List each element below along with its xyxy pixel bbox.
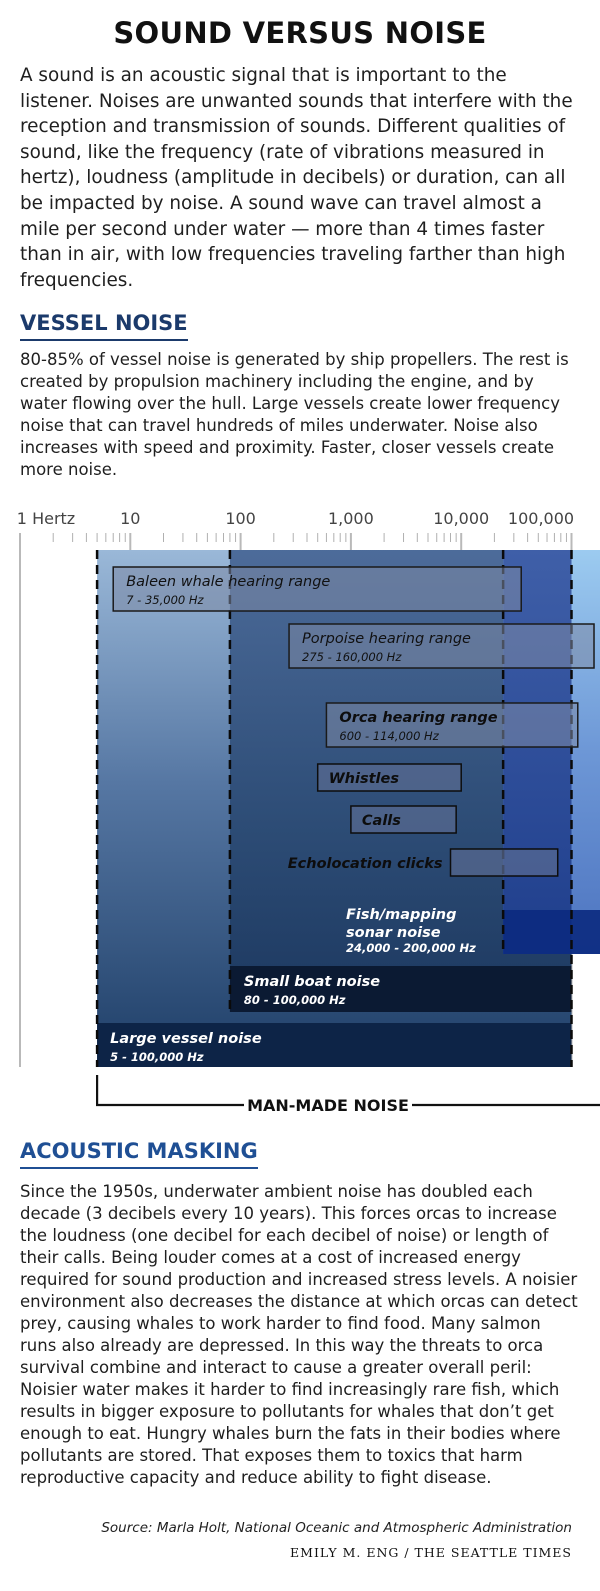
noise-band-label: 24,000 - 200,000 Hz	[346, 941, 476, 955]
hearing-range-values: 275 - 160,000 Hz	[302, 650, 402, 664]
intro-paragraph: A sound is an acoustic signal that is im…	[20, 65, 573, 291]
noise-band-label: Small boat noise	[244, 974, 380, 990]
sonar-label-strip	[503, 910, 600, 954]
tick-label: 1 Hertz	[17, 509, 75, 528]
orca-sound-label: Whistles	[329, 771, 400, 787]
noise-band-label: 5 - 100,000 Hz	[110, 1050, 204, 1064]
frequency-range-chart: 1 Hertz 10 100 1,000 10,000 100,000 Baleen wh…	[17, 509, 600, 1117]
orca-sound-label: Calls	[362, 813, 401, 829]
small-boat-label-strip	[229, 966, 572, 1012]
tick-label: 10,000	[433, 509, 489, 528]
hearing-range-box	[288, 623, 595, 669]
hearing-range-values: 600 - 114,000 Hz	[339, 729, 439, 743]
tick-label: 10	[120, 509, 140, 528]
large-vessel-label-strip	[97, 1023, 572, 1067]
hearing-range-label: Porpoise hearing range	[302, 631, 471, 647]
noise-band-label: Large vessel noise	[110, 1031, 262, 1047]
hearing-range-box	[112, 566, 522, 612]
noise-band-label: 80 - 100,000 Hz	[244, 993, 346, 1007]
credit-line: EMILY M. ENG / THE SEATTLE TIMES	[290, 1545, 572, 1560]
source-note: Source: Marla Holt, National Oceanic and…	[101, 1520, 572, 1536]
man-made-noise-label: MAN-MADE NOISE	[247, 1096, 409, 1115]
orca-sound-box	[316, 763, 462, 792]
hearing-range-values: 7 - 35,000 Hz	[126, 593, 204, 607]
hearing-range-box	[325, 702, 579, 748]
vessel-noise-paragraph: 80-85% of vessel noise is generated by s…	[20, 350, 569, 479]
acoustic-masking-paragraph: Since the 1950s, underwater ambient nois…	[20, 1182, 578, 1487]
hearing-range-label: Orca hearing range	[339, 710, 497, 726]
tick-label: 100	[225, 509, 256, 528]
vessel-noise-heading: VESSEL NOISE	[20, 311, 188, 341]
tick-label: 100,000	[508, 509, 574, 528]
sonar-vessel-overlap-band	[503, 550, 572, 954]
tick-label: 1,000	[328, 509, 374, 528]
orca-sound-box	[350, 805, 457, 834]
bracket-label-bg	[244, 1093, 412, 1117]
noise-band-label: Fish/mapping sonar noise	[346, 907, 456, 941]
hearing-range-label: Baleen whale hearing range	[126, 574, 330, 590]
acoustic-masking-heading: ACOUSTIC MASKING	[20, 1139, 258, 1169]
orca-sound-box	[449, 848, 559, 877]
page-title: SOUND VERSUS NOISE	[113, 16, 487, 50]
orca-sound-label: Echolocation clicks	[288, 856, 443, 872]
